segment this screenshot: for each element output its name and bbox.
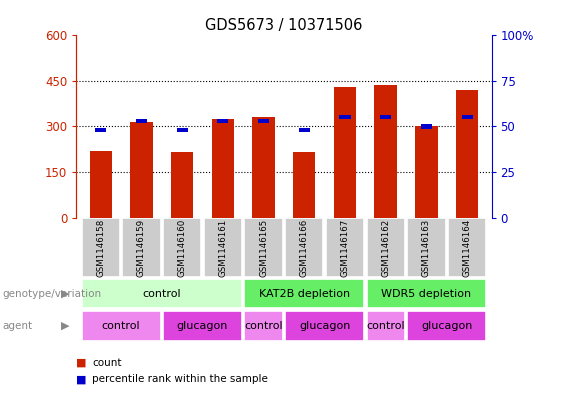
Text: ▶: ▶ [61, 288, 69, 299]
Bar [326, 218, 364, 277]
Bar [81, 311, 160, 341]
Bar [407, 311, 486, 341]
Bar [462, 115, 473, 119]
Text: GSM1146165: GSM1146165 [259, 219, 268, 277]
Text: KAT2B depletion: KAT2B depletion [259, 288, 350, 299]
Bar [204, 218, 242, 277]
Bar [367, 279, 486, 309]
Bar [245, 311, 282, 341]
Text: GSM1146163: GSM1146163 [422, 219, 431, 277]
Bar [171, 152, 193, 217]
Bar [367, 218, 405, 277]
Bar [258, 119, 269, 123]
Bar [95, 128, 106, 132]
Text: control: control [102, 321, 140, 331]
Bar [245, 218, 282, 277]
Bar [407, 218, 446, 277]
Text: GSM1146166: GSM1146166 [300, 219, 308, 277]
Bar [293, 152, 315, 217]
Text: GSM1146161: GSM1146161 [218, 219, 227, 277]
Bar [176, 128, 188, 132]
Bar [212, 119, 234, 217]
Text: GSM1146159: GSM1146159 [137, 219, 146, 277]
Bar [367, 311, 405, 341]
Bar [299, 128, 310, 132]
Text: control: control [366, 321, 405, 331]
Text: GSM1146160: GSM1146160 [177, 219, 186, 277]
Bar [81, 218, 120, 277]
Title: GDS5673 / 10371506: GDS5673 / 10371506 [205, 18, 363, 33]
Bar [163, 218, 201, 277]
Bar [285, 218, 323, 277]
Text: GSM1146164: GSM1146164 [463, 219, 472, 277]
Text: GSM1146167: GSM1146167 [341, 219, 350, 277]
Text: ■: ■ [76, 358, 87, 368]
Bar [245, 279, 364, 309]
Text: GSM1146162: GSM1146162 [381, 219, 390, 277]
Bar [218, 119, 228, 123]
Bar [285, 311, 364, 341]
Bar [415, 127, 438, 217]
Bar [340, 115, 350, 119]
Text: glucagon: glucagon [299, 321, 350, 331]
Bar [136, 119, 147, 123]
Text: GSM1146158: GSM1146158 [96, 219, 105, 277]
Bar [421, 124, 432, 129]
Bar [89, 151, 112, 217]
Bar [456, 90, 479, 217]
Text: ▶: ▶ [61, 321, 69, 331]
Text: WDR5 depletion: WDR5 depletion [381, 288, 471, 299]
Bar [163, 311, 242, 341]
Text: control: control [142, 288, 181, 299]
Bar [81, 279, 242, 309]
Bar [380, 115, 392, 119]
Bar [334, 87, 356, 217]
Text: glucagon: glucagon [421, 321, 472, 331]
Text: ■: ■ [76, 374, 87, 384]
Text: percentile rank within the sample: percentile rank within the sample [92, 374, 268, 384]
Text: glucagon: glucagon [177, 321, 228, 331]
Bar [130, 122, 153, 217]
Bar [253, 118, 275, 217]
Text: genotype/variation: genotype/variation [3, 288, 102, 299]
Text: control: control [244, 321, 283, 331]
Text: agent: agent [3, 321, 33, 331]
Text: count: count [92, 358, 121, 368]
Bar [122, 218, 160, 277]
Bar [448, 218, 486, 277]
Bar [375, 85, 397, 217]
